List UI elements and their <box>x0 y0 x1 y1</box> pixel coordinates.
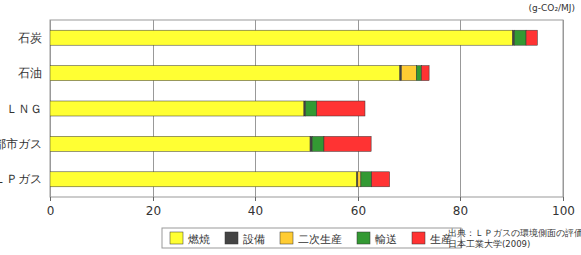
grid-line <box>460 20 461 197</box>
category-label: ＬＰガス <box>0 172 42 186</box>
legend-swatch <box>412 232 425 244</box>
bar-segment <box>358 172 361 187</box>
bar-segment <box>305 101 316 116</box>
bar-segment <box>50 66 400 81</box>
legend-swatch <box>225 232 238 244</box>
bar-segment <box>50 172 357 187</box>
category-label: ＬＮＧ <box>6 102 42 116</box>
bar-segment <box>526 30 537 45</box>
chart: 0 20 40 60 80 100 石炭石油 ＬＮＧ 都市ガス ＬＰガス (g-CO₂/MJ) 燃焼 設… <box>0 0 581 255</box>
source-note: 日本工業大学(2009) <box>448 239 530 249</box>
legend-label: 設備 <box>243 233 265 246</box>
legend-swatch <box>170 232 183 244</box>
legend: 燃焼設備二次生産輸送生産 <box>162 228 461 248</box>
bar-segment <box>310 136 312 151</box>
bar-segment <box>421 66 429 81</box>
tick-mark <box>50 197 51 201</box>
tick-mark <box>563 197 564 201</box>
legend-label: 二次生産 <box>298 233 342 246</box>
tick-label: 60 <box>351 204 366 218</box>
bar-segment <box>324 136 371 151</box>
tick-label: 0 <box>47 204 55 218</box>
bar-segment <box>401 66 416 81</box>
tick-mark <box>460 197 461 201</box>
bars <box>50 30 537 187</box>
grid-line <box>563 20 564 197</box>
category-label: 石炭 <box>18 31 42 45</box>
legend-label: 輸送 <box>375 233 397 246</box>
source-note: 出典：ＬＰガスの環境側面の評価 <box>448 228 581 238</box>
legend-box <box>162 228 461 248</box>
tick-mark <box>358 197 359 201</box>
tick-label: 20 <box>146 204 161 218</box>
axis-label: (g-CO₂/MJ) <box>529 3 575 13</box>
tick-mark <box>255 197 256 201</box>
legend-label: 燃焼 <box>188 233 210 246</box>
bar-segment <box>514 30 526 45</box>
tick-mark <box>153 197 154 201</box>
tick-label: 40 <box>248 204 263 218</box>
bar-segment <box>416 66 421 81</box>
legend-swatch <box>357 232 370 244</box>
category-label: 石油 <box>18 66 42 80</box>
bar-segment <box>50 136 310 151</box>
bar-segment <box>317 101 365 116</box>
bar-segment <box>361 172 372 187</box>
legend-swatch <box>280 232 293 244</box>
bar-segment <box>372 172 390 187</box>
bar-segment <box>312 136 324 151</box>
plot-frame <box>50 20 563 197</box>
tick-label: 80 <box>453 204 468 218</box>
bar-segment <box>50 30 513 45</box>
bar-segment <box>50 101 304 116</box>
category-label: 都市ガス <box>0 137 42 151</box>
tick-label: 100 <box>552 204 575 218</box>
